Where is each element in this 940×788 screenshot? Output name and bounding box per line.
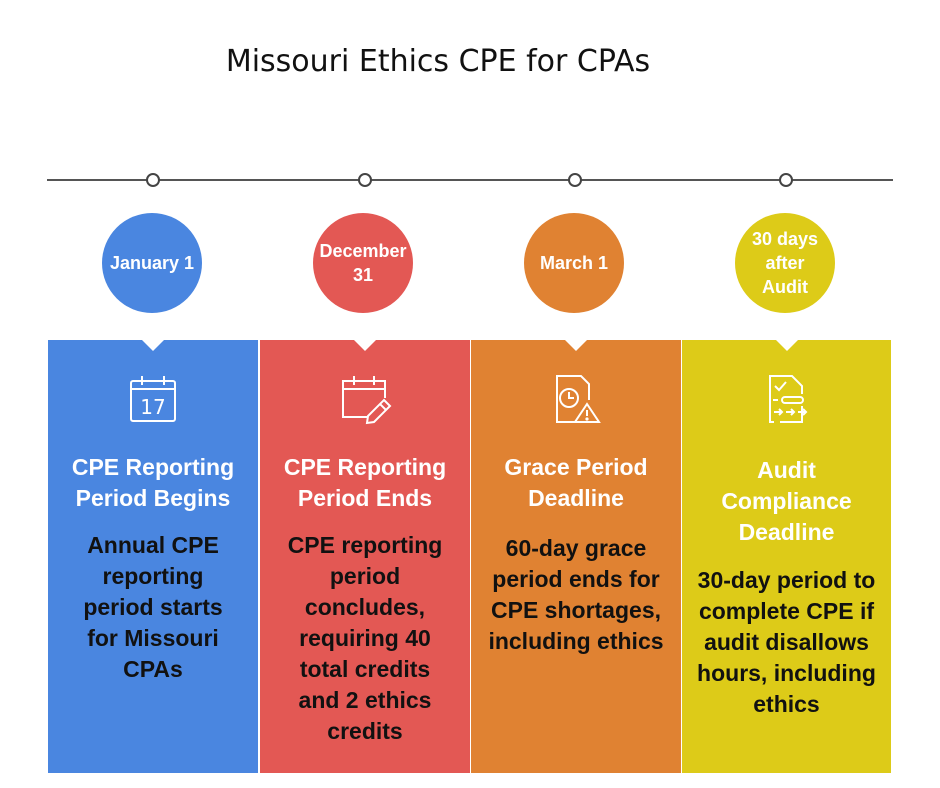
- timeline-node: [779, 173, 793, 187]
- milestone-description: 60-day grace period ends for CPE shortag…: [488, 535, 664, 654]
- date-circle-march-1: March 1: [524, 213, 624, 313]
- document-checklist-icon: [768, 375, 807, 423]
- svg-text:17: 17: [140, 395, 165, 419]
- calendar-17-icon: 17: [130, 376, 176, 422]
- date-circle-december-31: December 31: [313, 213, 413, 313]
- milestone-panel-period-ends: CPE Reporting Period Ends CPE reporting …: [260, 340, 470, 773]
- panel-notch: [565, 340, 587, 351]
- milestone-panel-grace-period: Grace Period Deadline 60-day grace perio…: [471, 340, 681, 773]
- panel-notch: [775, 340, 798, 351]
- milestone-description: 30-day period to complete CPE if audit d…: [697, 567, 876, 717]
- panel-notch: [354, 340, 376, 351]
- page-title: Missouri Ethics CPE for CPAs: [225, 44, 651, 79]
- timeline-node: [568, 173, 582, 187]
- date-label: after: [765, 253, 805, 273]
- date-label: January 1: [109, 253, 195, 273]
- panel-notch: [142, 340, 164, 351]
- milestone-heading: Audit Compliance Deadline: [721, 457, 852, 545]
- date-label: Audit: [762, 277, 808, 297]
- timeline-line: [47, 179, 893, 181]
- milestone-description: CPE reporting period concludes, requirin…: [287, 532, 443, 744]
- document-clock-warning-icon: [556, 375, 601, 423]
- date-label: 30 days: [751, 229, 819, 249]
- date-label: March 1: [539, 253, 609, 273]
- date-label: 31: [352, 265, 373, 285]
- milestone-panel-period-begins: 17 CPE Reporting Period Begins Annual CP…: [48, 340, 258, 773]
- milestone-heading: CPE Reporting Period Begins: [71, 454, 235, 511]
- milestone-heading: CPE Reporting Period Ends: [283, 454, 447, 511]
- date-label: December: [319, 241, 407, 261]
- milestone-heading: Grace Period Deadline: [504, 454, 648, 511]
- calendar-edit-icon: [342, 376, 392, 425]
- milestone-panel-audit-compliance: Audit Compliance Deadline 30-day period …: [682, 340, 891, 773]
- date-circle-30-days-after-audit: 30 days after Audit: [735, 213, 835, 313]
- timeline-node: [358, 173, 372, 187]
- milestone-description: Annual CPE reporting period starts for M…: [83, 532, 223, 682]
- timeline-node: [146, 173, 160, 187]
- date-circle-january-1: January 1: [102, 213, 202, 313]
